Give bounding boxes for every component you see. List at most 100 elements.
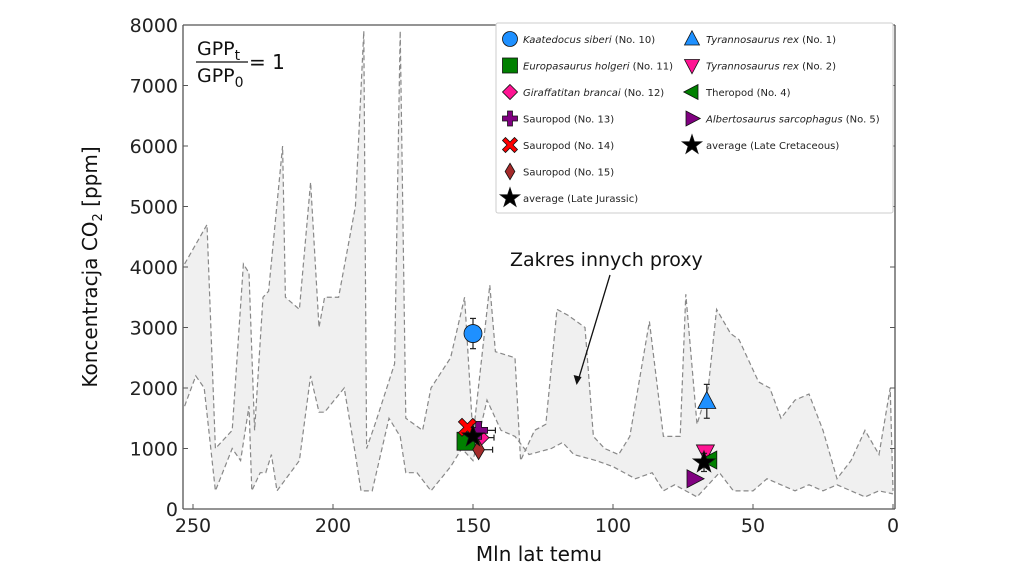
y-axis-title-sub: 2 <box>91 213 106 221</box>
y-tick-label: 5000 <box>130 197 178 219</box>
legend-marker-x <box>501 136 519 154</box>
y-tick-label: 2000 <box>130 378 178 400</box>
proxy-envelope <box>184 31 894 498</box>
formula-numerator: GPPt <box>197 38 241 64</box>
point-sauropod-no-15 <box>472 439 494 461</box>
legend-name: Theropod <box>705 88 753 99</box>
legend-label: Tyrannosaurus rex (No. 1) <box>706 35 836 46</box>
legend-item-sauropod-no-15: Sauropod (No. 15) <box>504 162 614 181</box>
annotation-arrow-line <box>577 274 611 380</box>
y-tick-label: 6000 <box>130 136 178 158</box>
legend-name: Sauropod <box>523 168 571 179</box>
legend-name: Tyrannosaurus rex <box>706 62 799 73</box>
legend-number: (No. 12) <box>621 88 665 99</box>
legend-label: average (Late Jurassic) <box>523 194 638 205</box>
x-tick-label: 250 <box>175 515 211 537</box>
legend-label: Tyrannosaurus rex (No. 2) <box>706 62 836 73</box>
legend-number: (No. 13) <box>571 115 615 126</box>
envelope-fill <box>184 31 894 497</box>
legend-marker-star <box>498 186 522 208</box>
legend-name: Albertosaurus sarcophagus <box>705 115 843 126</box>
legend-item-theropod-no-4: Theropod (No. 4) <box>682 83 791 101</box>
y-axis-title-main: Koncentracja CO <box>78 221 102 387</box>
legend-label: Sauropod (No. 14) <box>523 141 614 152</box>
y-tick-label: 0 <box>166 499 178 521</box>
point-tyrannosaurus-rex-no-1 <box>697 383 717 419</box>
formula-rhs: = 1 <box>249 50 285 74</box>
legend-label: Theropod (No. 4) <box>705 88 791 99</box>
legend-item-tyrannosaurus-rex-no-2: Tyrannosaurus rex (No. 2) <box>683 59 836 75</box>
formula-denominator: GPP0 <box>197 65 244 91</box>
legend-number: (No. 5) <box>843 115 880 126</box>
point-kaatedocus-siberi-no-10 <box>463 317 483 350</box>
marker-triangle-right <box>686 469 705 489</box>
point-average-late-jurassic <box>460 423 486 447</box>
point-average-late-cretaceous <box>691 449 717 473</box>
den-base: GPP <box>197 65 235 87</box>
legend-item-average-late-jurassic: average (Late Jurassic) <box>498 186 638 208</box>
legend-label: Sauropod (No. 13) <box>523 115 614 126</box>
legend-number: (No. 2) <box>799 62 836 73</box>
legend-marker-circle <box>502 31 518 47</box>
data-points <box>456 317 718 489</box>
envelope-lower-line <box>184 374 894 498</box>
legend-name: Tyrannosaurus rex <box>706 35 799 46</box>
envelope-upper-line <box>184 31 894 491</box>
x-tick-label: 200 <box>315 515 351 537</box>
legend-item-tyrannosaurus-rex-no-1: Tyrannosaurus rex (No. 1) <box>683 29 836 46</box>
num-sub: t <box>235 48 241 64</box>
legend-number: (No. 1) <box>799 35 836 46</box>
y-tick-label: 7000 <box>130 76 178 98</box>
legend-item-giraffatitan-brancai-no-12: Giraffatitan brancai (No. 12) <box>501 83 664 101</box>
legend-item-sauropod-no-13: Sauropod (No. 13) <box>502 110 614 127</box>
legend-label: Europasaurus holgeri (No. 11) <box>523 62 673 73</box>
legend-name: Sauropod <box>523 141 571 152</box>
legend-number: (No. 11) <box>630 62 674 73</box>
den-sub: 0 <box>235 75 244 91</box>
legend-marker-triangle-left <box>682 83 699 101</box>
legend-label: Sauropod (No. 15) <box>523 168 614 179</box>
legend: Kaatedocus siberi (No. 10) Europasaurus h… <box>495 22 894 214</box>
legend-name: Giraffatitan brancai <box>523 88 621 99</box>
legend-marker-triangle-right <box>685 110 702 127</box>
legend-item-sauropod-no-14: Sauropod (No. 14) <box>501 136 614 154</box>
legend-marker-star <box>680 133 704 155</box>
y-tick-label: 1000 <box>130 439 178 461</box>
x-axis-title: Mln lat temu <box>476 542 602 566</box>
legend-label: Albertosaurus sarcophagus (No. 5) <box>705 115 880 126</box>
legend-number: (No. 14) <box>571 141 615 152</box>
y-axis-title-unit: [ppm] <box>78 146 102 213</box>
legend-number: (No. 15) <box>571 168 615 179</box>
legend-number: (No. 10) <box>612 35 656 46</box>
legend-name: Europasaurus holgeri <box>523 62 630 73</box>
legend-label: Giraffatitan brancai (No. 12) <box>523 88 664 99</box>
legend-number: (No. 4) <box>753 88 790 99</box>
annotation-label: Zakres innych proxy <box>510 249 703 271</box>
legend-marker-square <box>502 57 518 74</box>
legend-marker-triangle-up <box>683 29 701 46</box>
y-tick-label: 8000 <box>130 15 178 37</box>
num-base: GPP <box>197 38 235 60</box>
legend-marker-diamond <box>501 83 519 101</box>
marker-star <box>460 423 486 447</box>
legend-name: Sauropod <box>523 115 571 126</box>
y-axis-title: Koncentracja CO2 [ppm] <box>78 146 106 387</box>
legend-item-kaatedocus-siberi-no-10: Kaatedocus siberi (No. 10) <box>502 31 655 47</box>
legend-label: Kaatedocus siberi (No. 10) <box>523 35 655 46</box>
annotation-arrowhead <box>573 374 582 385</box>
legend-name: Kaatedocus siberi <box>523 35 612 46</box>
marker-star <box>691 449 717 473</box>
marker-circle <box>463 324 483 343</box>
x-tick-label: 50 <box>741 515 765 537</box>
x-tick-label: 150 <box>455 515 491 537</box>
x-tick-label: 100 <box>595 515 631 537</box>
legend-item-albertosaurus-sarcophagus-no-5: Albertosaurus sarcophagus (No. 5) <box>685 110 880 127</box>
marker-thin-diamond <box>472 439 485 461</box>
x-tick-label: 0 <box>887 515 899 537</box>
legend-item-average-late-cretaceous: average (Late Cretaceous) <box>680 133 839 155</box>
y-tick-label: 3000 <box>130 318 178 340</box>
